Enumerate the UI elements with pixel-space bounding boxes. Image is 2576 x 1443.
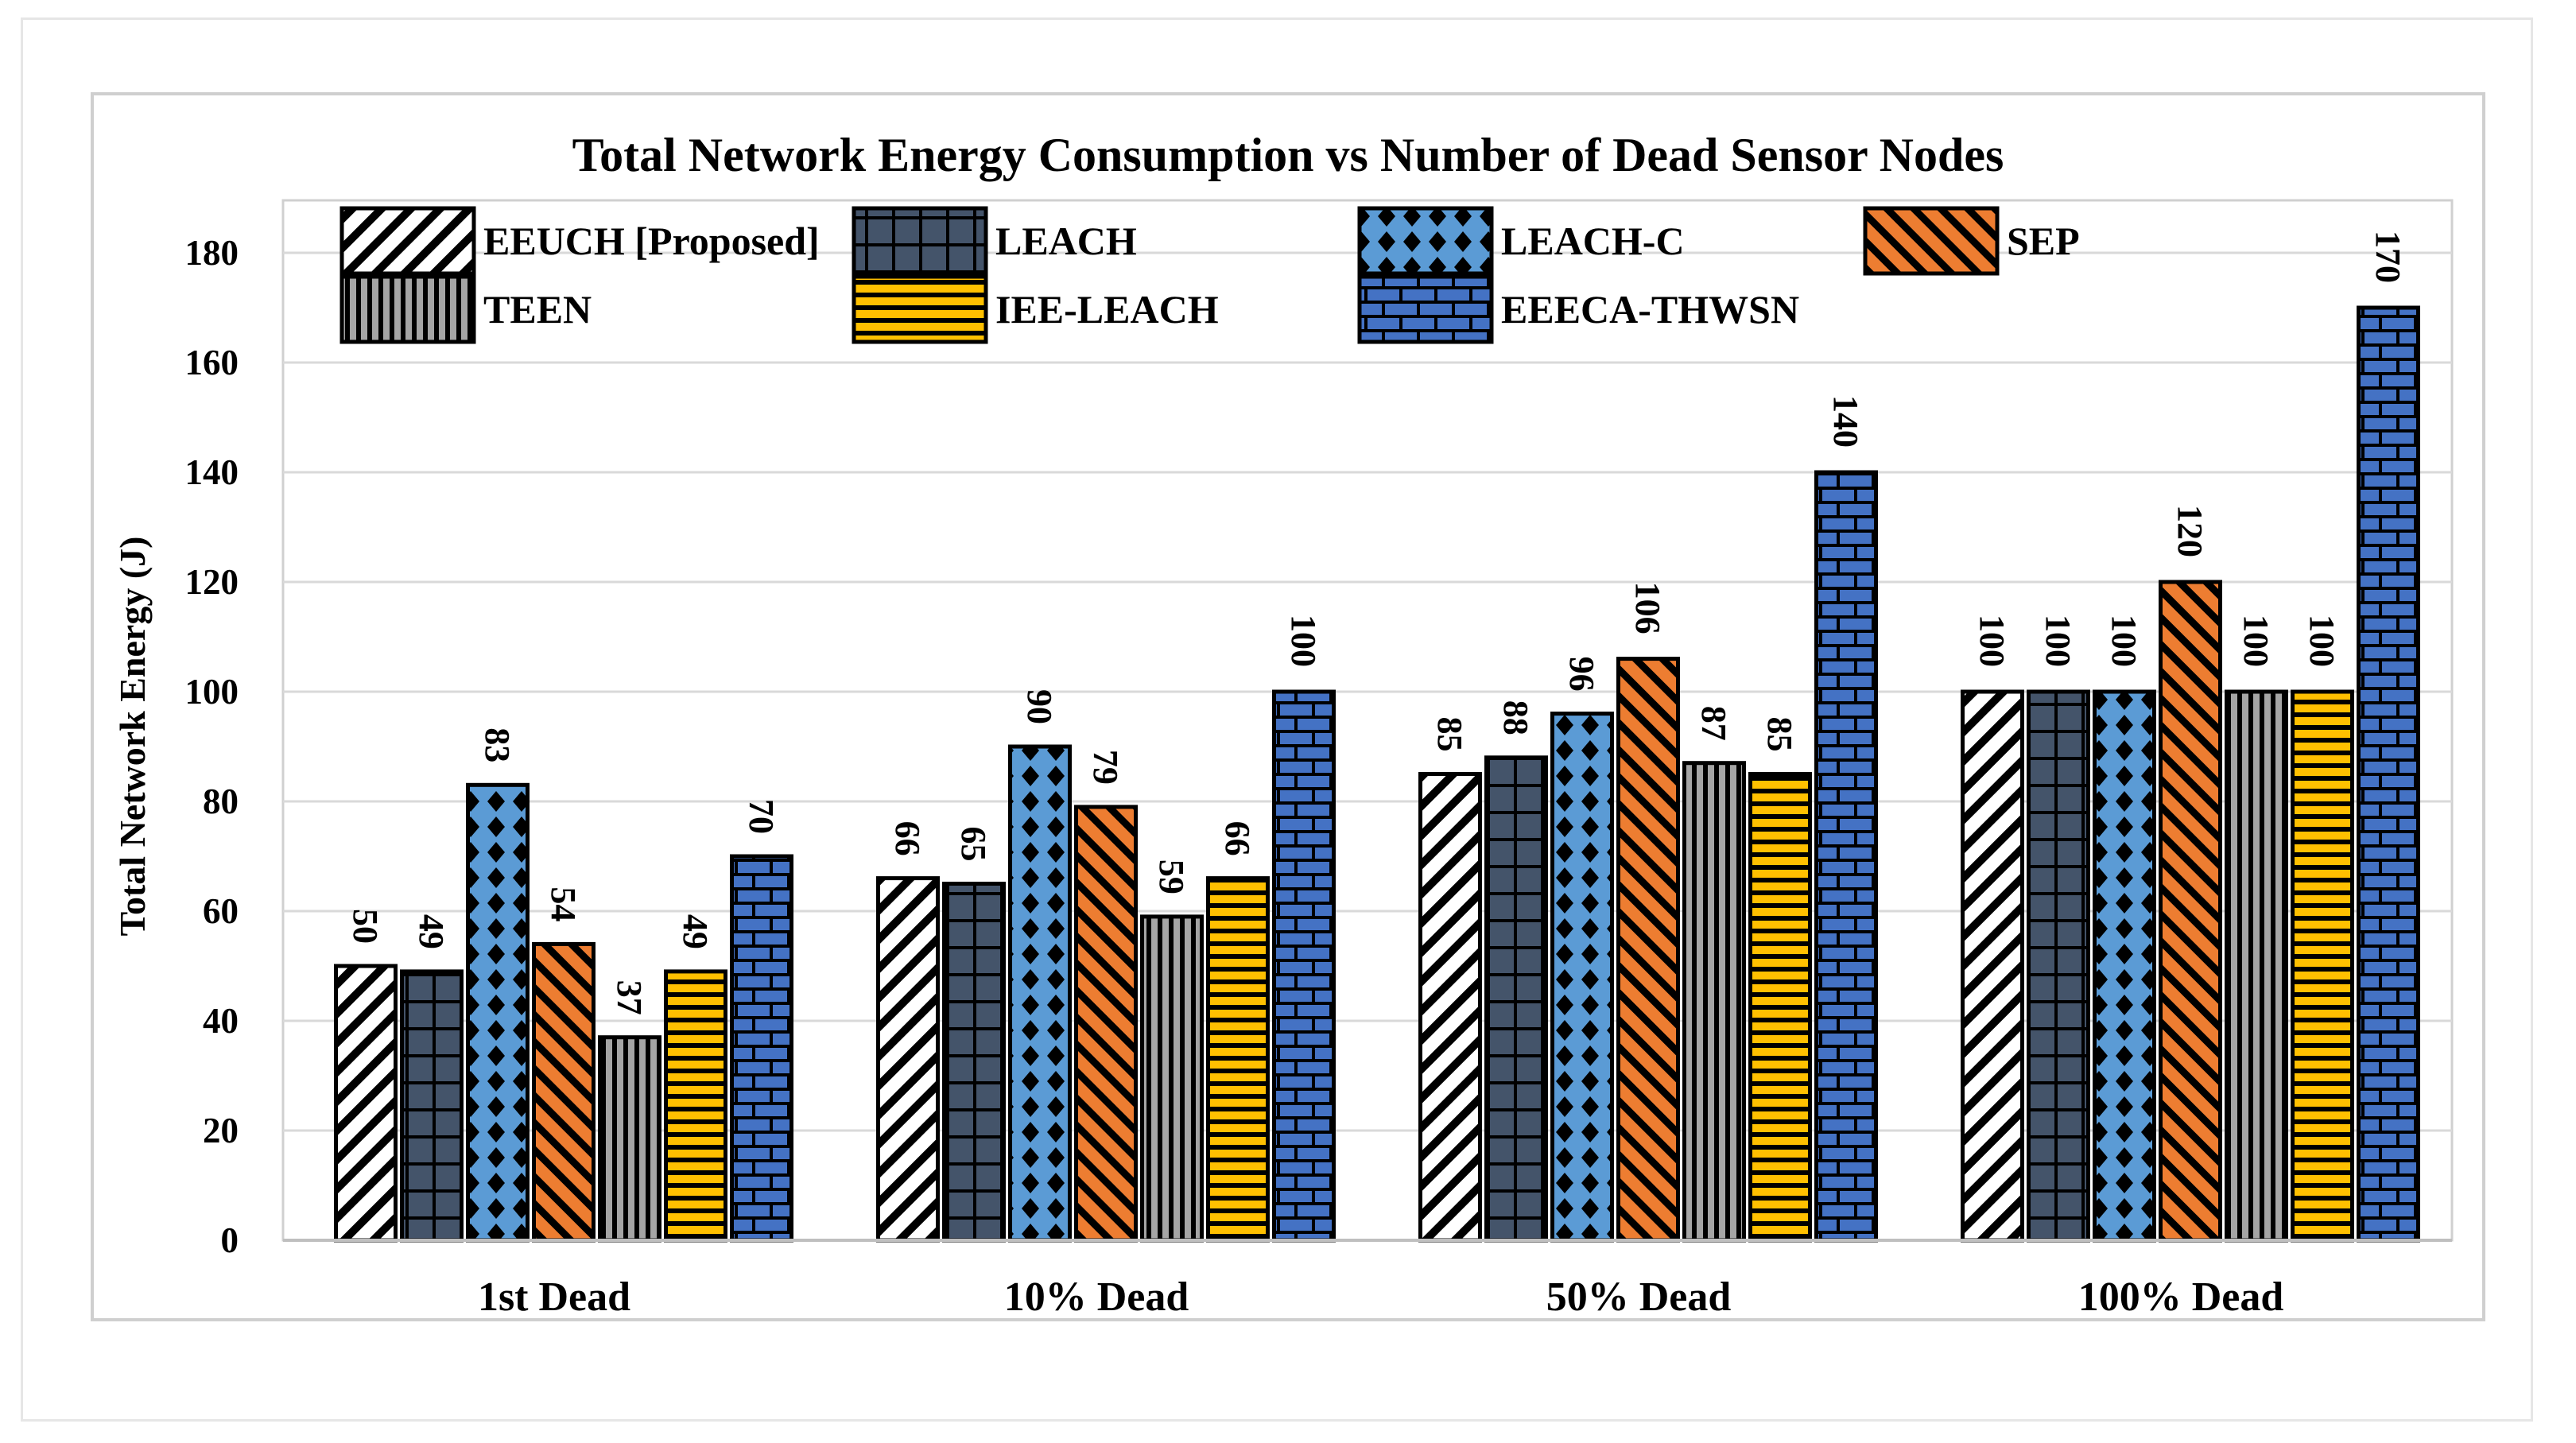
bar-leach-c-3 xyxy=(2093,689,2156,1243)
y-tick-label: 0 xyxy=(221,1220,239,1260)
bar-teen-0 xyxy=(598,1035,661,1243)
legend-label: LEACH-C xyxy=(1501,219,1685,263)
legend-swatch xyxy=(1357,206,1494,276)
data-label: 90 xyxy=(1020,689,1059,724)
bar-iee-leach-1 xyxy=(1206,876,1270,1243)
data-label: 66 xyxy=(1218,821,1257,856)
bar-leach-0 xyxy=(400,969,464,1243)
bar-eeeca-thwsn-1 xyxy=(1272,689,1336,1243)
bar-eeuch-proposed-2 xyxy=(1418,772,1482,1243)
data-label: 100 xyxy=(1284,615,1323,667)
bar-leach-2 xyxy=(1484,755,1548,1243)
bar-iee-leach-0 xyxy=(664,969,727,1243)
y-tick-label: 20 xyxy=(203,1111,239,1150)
data-label: 87 xyxy=(1694,706,1733,741)
bar-sep-2 xyxy=(1616,657,1680,1243)
legend-swatch xyxy=(339,274,476,344)
data-label: 100 xyxy=(2302,615,2341,667)
bar-leach-c-2 xyxy=(1550,712,1614,1243)
data-label: 49 xyxy=(412,914,451,949)
chart-title: Total Network Energy Consumption vs Numb… xyxy=(572,129,2004,181)
data-label: 100 xyxy=(2105,615,2143,667)
bar-eeuch-proposed-0 xyxy=(334,964,398,1243)
bar-eeuch-proposed-1 xyxy=(876,876,940,1243)
legend-label: SEP xyxy=(2007,219,2080,263)
bar-teen-1 xyxy=(1140,914,1204,1243)
bar-leach-1 xyxy=(942,882,1006,1243)
x-tick-label: 100% Dead xyxy=(2078,1274,2284,1320)
bars xyxy=(334,305,2420,1243)
legend-label: TEEN xyxy=(483,287,592,332)
legend-label: EEUCH [Proposed] xyxy=(483,219,820,263)
bar-leach-c-1 xyxy=(1008,744,1072,1243)
x-tick-label: 1st Dead xyxy=(478,1274,630,1320)
data-label: 140 xyxy=(1826,395,1865,448)
data-label: 70 xyxy=(742,799,781,834)
y-tick-label: 180 xyxy=(185,233,239,273)
legend-swatch xyxy=(339,206,476,276)
bar-sep-3 xyxy=(2159,580,2222,1243)
data-label: 79 xyxy=(1086,750,1125,785)
data-label: 170 xyxy=(2368,231,2407,283)
bar-iee-leach-2 xyxy=(1748,772,1812,1243)
bar-teen-2 xyxy=(1682,761,1746,1243)
legend-label: LEACH xyxy=(995,219,1137,263)
data-labels: 50 49 83 54 37 49 70 66 65 90 79 59 66 100 85 88 96 106 87… xyxy=(346,231,2407,1015)
data-label: 37 xyxy=(610,980,649,1015)
bar-leach-c-0 xyxy=(466,782,530,1243)
y-tick-label: 120 xyxy=(185,562,239,602)
legend-swatch xyxy=(852,274,988,344)
bar-sep-1 xyxy=(1074,805,1138,1243)
y-tick-label: 100 xyxy=(185,672,239,712)
x-tick-label: 10% Dead xyxy=(1004,1274,1189,1320)
bar-eeeca-thwsn-3 xyxy=(2357,305,2420,1243)
legend-swatch xyxy=(1357,274,1494,344)
y-tick-label: 140 xyxy=(185,452,239,492)
legend: EEUCH [Proposed] LEACH LEACH-C SEP TEEN IEE-L… xyxy=(339,206,2080,344)
data-label: 85 xyxy=(1430,717,1469,752)
bar-iee-leach-3 xyxy=(2291,689,2354,1243)
data-label: 66 xyxy=(888,821,927,856)
data-label: 100 xyxy=(2237,615,2275,667)
bar-sep-0 xyxy=(532,941,596,1243)
data-label: 83 xyxy=(478,727,517,762)
data-label: 106 xyxy=(1628,582,1667,634)
y-tick-label: 40 xyxy=(203,1001,239,1041)
bar-eeeca-thwsn-0 xyxy=(730,854,793,1243)
y-tick-label: 160 xyxy=(185,343,239,382)
data-label: 65 xyxy=(954,827,993,862)
y-tick-label: 60 xyxy=(203,891,239,931)
y-axis: 0 20 40 60 80 100 120 140 160 180 xyxy=(185,233,239,1260)
legend-label: IEE-LEACH xyxy=(995,287,1219,332)
bar-eeeca-thwsn-2 xyxy=(1814,470,1878,1243)
data-label: 54 xyxy=(544,886,583,921)
data-label: 96 xyxy=(1562,657,1601,692)
bar-leach-3 xyxy=(2027,689,2090,1243)
legend-label: EEECA-THWSN xyxy=(1501,287,1799,332)
legend-swatch xyxy=(852,206,988,276)
x-tick-label: 50% Dead xyxy=(1546,1274,1732,1320)
data-label: 100 xyxy=(1973,615,2012,667)
y-axis-label: Total Network Energy (J) xyxy=(112,537,153,937)
legend-swatch xyxy=(1863,206,2000,276)
data-label: 88 xyxy=(1496,700,1535,735)
bar-eeuch-proposed-3 xyxy=(1961,689,2024,1243)
y-tick-label: 80 xyxy=(203,782,239,821)
data-label: 100 xyxy=(2039,615,2077,667)
data-label: 59 xyxy=(1152,859,1191,894)
data-label: 50 xyxy=(346,909,385,944)
bar-teen-3 xyxy=(2225,689,2288,1243)
data-label: 120 xyxy=(2171,505,2209,557)
data-label: 49 xyxy=(676,914,715,949)
x-axis: 1st Dead 10% Dead 50% Dead 100% Dead xyxy=(478,1274,2283,1320)
data-label: 85 xyxy=(1760,717,1799,752)
